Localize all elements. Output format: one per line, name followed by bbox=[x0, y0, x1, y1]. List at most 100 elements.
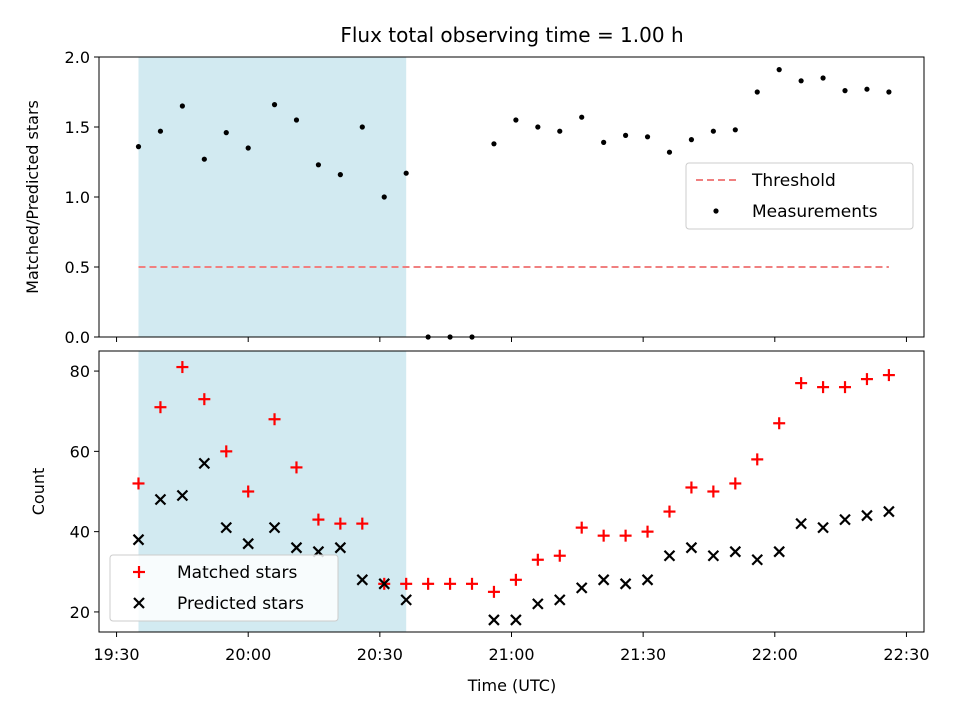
top-y-tick-label: 0.0 bbox=[65, 328, 90, 347]
measurement-point bbox=[776, 67, 782, 73]
measurement-point bbox=[337, 172, 343, 178]
measurement-point bbox=[315, 162, 322, 168]
matched-star-point bbox=[531, 553, 544, 566]
measurement-point bbox=[557, 128, 563, 134]
measurement-point bbox=[223, 130, 229, 136]
count-points bbox=[132, 361, 895, 626]
predicted-star-point bbox=[773, 545, 785, 558]
top-y-ticks: 0.0 0.5 1.0 1.5 2.0 bbox=[65, 48, 99, 347]
matched-star-point bbox=[176, 361, 189, 374]
predicted-star-point bbox=[619, 578, 632, 590]
x-tick-label: 21:00 bbox=[488, 645, 534, 664]
measurement-point bbox=[293, 117, 300, 123]
bottom-x-ticks: 19:30 20:00 20:30 21:00 21:30 22:00 22:30 bbox=[93, 632, 930, 664]
bottom-y-tick-label: 80 bbox=[70, 362, 90, 381]
legend-predicted-swatch bbox=[133, 597, 145, 609]
matched-star-point bbox=[773, 417, 786, 430]
matched-star-point bbox=[882, 369, 895, 382]
top-y-tick-label: 1.0 bbox=[65, 188, 90, 207]
x-axis-label: Time (UTC) bbox=[467, 676, 556, 695]
bottom-legend: Matched stars Predicted stars bbox=[109, 554, 339, 622]
predicted-star-point bbox=[220, 521, 233, 534]
top-legend: Threshold Measurements bbox=[685, 162, 914, 230]
predicted-star-point bbox=[176, 489, 189, 502]
matched-star-point bbox=[817, 381, 830, 394]
matched-star-point bbox=[444, 577, 457, 590]
measurement-point bbox=[201, 156, 207, 162]
legend-matched-swatch bbox=[133, 566, 145, 578]
predicted-star-point bbox=[685, 541, 698, 554]
measurement-point bbox=[513, 117, 519, 123]
predicted-star-point bbox=[510, 614, 522, 626]
x-tick-label: 20:00 bbox=[225, 645, 271, 664]
predicted-star-point bbox=[641, 574, 654, 586]
top-y-tick-label: 0.5 bbox=[65, 258, 90, 277]
top-y-tick-label: 2.0 bbox=[65, 48, 90, 67]
ratio-panel: 0.0 0.5 1.0 1.5 2.0 Flux total observing tim… bbox=[23, 23, 925, 347]
predicted-star-point bbox=[883, 505, 895, 518]
legend-measurements-swatch bbox=[713, 208, 719, 214]
predicted-star-point bbox=[154, 493, 167, 506]
matched-star-point bbox=[619, 529, 632, 542]
predicted-star-point bbox=[132, 533, 145, 546]
matched-star-point bbox=[795, 377, 808, 390]
matched-star-point bbox=[220, 445, 233, 458]
predicted-star-point bbox=[553, 594, 566, 606]
measurement-point bbox=[732, 127, 738, 133]
measurement-point bbox=[666, 149, 673, 155]
predicted-star-point bbox=[729, 545, 742, 558]
predicted-star-point bbox=[861, 509, 873, 522]
x-tick-label: 20:30 bbox=[357, 645, 403, 664]
predicted-star-point bbox=[356, 574, 369, 586]
measurement-point bbox=[688, 137, 695, 143]
measurement-point bbox=[798, 78, 804, 84]
legend-measurements-label: Measurements bbox=[752, 202, 878, 222]
matched-star-point bbox=[290, 461, 303, 474]
predicted-star-point bbox=[839, 513, 851, 526]
measurement-point bbox=[601, 139, 607, 145]
measurement-point bbox=[157, 128, 164, 134]
matched-star-point bbox=[553, 549, 566, 562]
measurement-point bbox=[886, 89, 892, 95]
matched-star-point bbox=[268, 413, 281, 426]
matched-star-point bbox=[466, 577, 479, 590]
predicted-star-point bbox=[663, 549, 676, 562]
matched-star-point bbox=[641, 525, 654, 538]
predicted-star-point bbox=[707, 549, 720, 562]
measurement-point bbox=[579, 114, 585, 120]
measurement-point bbox=[754, 89, 760, 95]
predicted-star-point bbox=[532, 598, 544, 610]
legend-threshold-label: Threshold bbox=[751, 171, 836, 191]
top-axes-frame bbox=[98, 56, 925, 338]
measurement-point bbox=[842, 88, 848, 94]
measurement-point bbox=[864, 86, 870, 92]
measurement-point bbox=[820, 75, 826, 81]
measurement-point bbox=[135, 144, 142, 150]
measurement-point bbox=[271, 102, 278, 108]
top-shaded-span bbox=[138, 57, 407, 337]
measurement-point bbox=[403, 170, 409, 176]
matched-star-point bbox=[198, 393, 211, 406]
top-x-ticks bbox=[116, 337, 907, 342]
predicted-star-point bbox=[198, 457, 211, 470]
predicted-star-point bbox=[268, 521, 281, 534]
bottom-y-ticks: 20 40 60 80 bbox=[70, 362, 99, 622]
matched-star-point bbox=[597, 529, 610, 542]
matched-star-point bbox=[132, 477, 145, 490]
measurement-point bbox=[179, 103, 185, 109]
x-tick-label: 22:30 bbox=[883, 645, 929, 664]
x-tick-label: 22:00 bbox=[752, 645, 798, 664]
measurement-point bbox=[644, 134, 651, 140]
bottom-y-tick-label: 20 bbox=[70, 603, 90, 622]
matched-star-point bbox=[729, 477, 742, 490]
predicted-star-point bbox=[334, 541, 347, 554]
top-y-axis-label: Matched/Predicted stars bbox=[23, 100, 42, 294]
legend-predicted-label: Predicted stars bbox=[177, 594, 304, 614]
bottom-y-tick-label: 60 bbox=[70, 442, 90, 461]
matched-star-point bbox=[422, 577, 435, 590]
matched-star-point bbox=[509, 573, 522, 586]
matched-star-point bbox=[839, 381, 852, 394]
bottom-y-axis-label: Count bbox=[29, 468, 48, 516]
matched-star-point bbox=[685, 481, 698, 494]
